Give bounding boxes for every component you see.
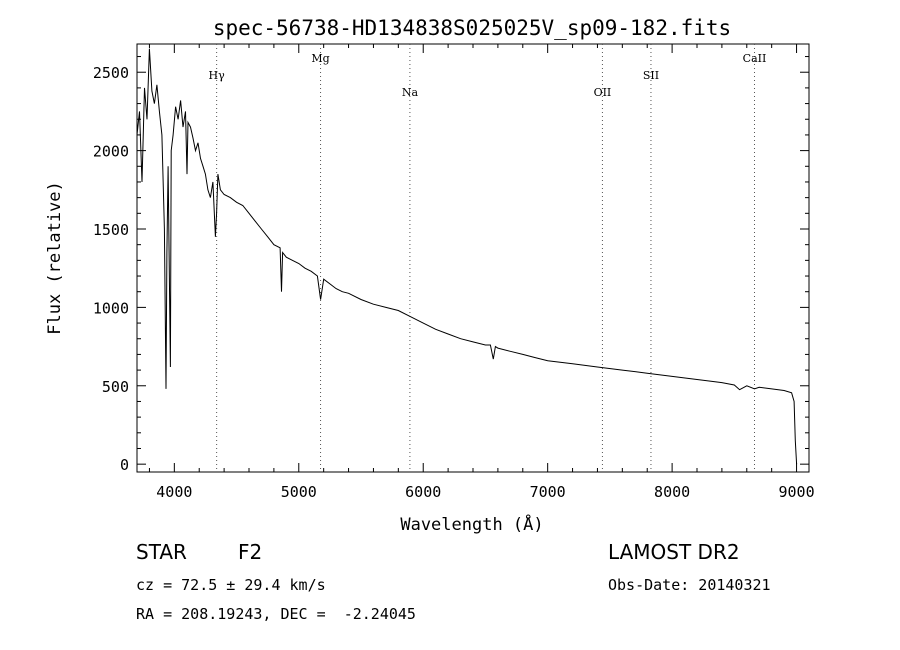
y-tick-label: 0 [120, 456, 129, 474]
x-tick-label: 6000 [405, 483, 441, 501]
marker-label: Hγ [209, 69, 226, 82]
coordinates: RA = 208.19243, DEC = -2.24045 [136, 605, 416, 623]
y-tick-label: 1500 [93, 221, 129, 239]
y-tick-label: 2000 [93, 143, 129, 161]
line-markers: Hγ Mg Na OII SII CaII [209, 44, 767, 472]
axis-ticks: 4000 5000 6000 7000 8000 9000 0 500 1000 1500 2000… [93, 44, 815, 501]
survey-name: LAMOST DR2 [608, 540, 740, 564]
x-tick-label: 8000 [654, 483, 690, 501]
observation-date: Obs-Date: 20140321 [608, 576, 771, 594]
y-axis-label: Flux (relative) [45, 181, 65, 335]
marker-label: CaII [743, 52, 767, 65]
spectrum-chart: spec-56738-HD134838S025025V_sp09-182.fit… [45, 16, 815, 535]
object-subclass: F2 [238, 540, 263, 564]
object-class: STAR [136, 540, 187, 564]
chart-title: spec-56738-HD134838S025025V_sp09-182.fit… [213, 16, 731, 40]
x-tick-label: 4000 [156, 483, 192, 501]
redshift-velocity: cz = 72.5 ± 29.4 km/s [136, 576, 326, 594]
y-tick-label: 500 [102, 378, 129, 396]
y-tick-label: 2500 [93, 64, 129, 82]
marker-label: OII [594, 86, 612, 99]
x-tick-label: 9000 [778, 483, 814, 501]
x-tick-label: 5000 [281, 483, 317, 501]
marker-label: SII [643, 69, 659, 82]
x-tick-label: 7000 [530, 483, 566, 501]
marker-label: Mg [311, 52, 329, 65]
spectrum-line [136, 48, 798, 465]
marker-label: Na [402, 86, 419, 99]
x-axis-label: Wavelength (Å) [400, 513, 543, 535]
plot-frame [136, 43, 810, 473]
y-tick-label: 1000 [93, 299, 129, 317]
